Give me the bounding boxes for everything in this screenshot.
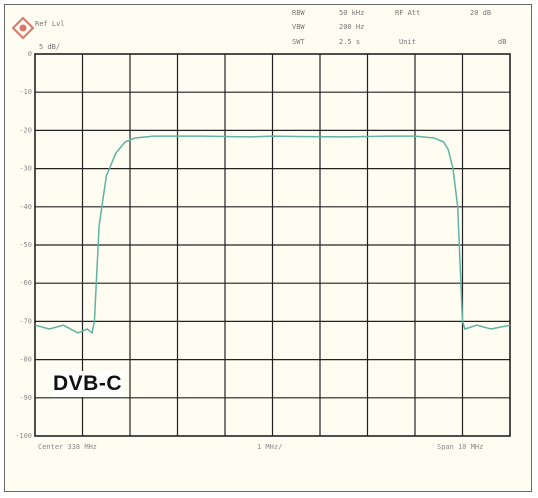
rbw-value: 50 kHz (339, 9, 365, 17)
rbw-label: RBW (292, 9, 305, 17)
y-tick-label: 0 (28, 50, 32, 58)
y-tick-label: -100 (15, 432, 32, 440)
span-label: Span 10 MHz (437, 443, 483, 451)
vbw-label: VBW (292, 23, 305, 31)
grid-lines (35, 54, 510, 436)
rf-att-label: RF Att (395, 9, 421, 17)
y-tick-label: -30 (19, 165, 32, 173)
y-tick-label: -10 (19, 88, 32, 96)
swt-value: 2.5 s (339, 38, 361, 46)
span-per-division-label: 1 MHz/ (257, 443, 282, 451)
scale-label: 5 dB/ (39, 43, 61, 51)
spectrum-trace-line (34, 135, 511, 335)
y-tick-label: -60 (19, 279, 32, 287)
y-axis-labels: 0 -10 -20 -30 -40 -50 -60 -70 -80 -90 -100 (15, 50, 32, 440)
vbw-value: 200 Hz (339, 23, 365, 31)
y-tick-label: -80 (19, 356, 32, 364)
y-tick-label: -90 (19, 394, 32, 402)
signal-type-label: DVB-C (51, 371, 124, 397)
y-tick-label: -50 (19, 241, 32, 249)
y-tick-label: -20 (19, 126, 32, 134)
center-frequency-label: Center 338 MHz (38, 443, 97, 451)
unit-value: dB (498, 38, 507, 46)
unit-label: Unit (399, 38, 416, 46)
rf-att-value: 20 dB (470, 9, 492, 17)
swt-label: SWT (292, 38, 305, 46)
rohde-schwarz-logo-icon (12, 17, 34, 39)
y-tick-label: -70 (19, 317, 32, 325)
y-tick-label: -40 (19, 203, 32, 211)
ref-level-label: Ref Lvl (35, 20, 65, 28)
